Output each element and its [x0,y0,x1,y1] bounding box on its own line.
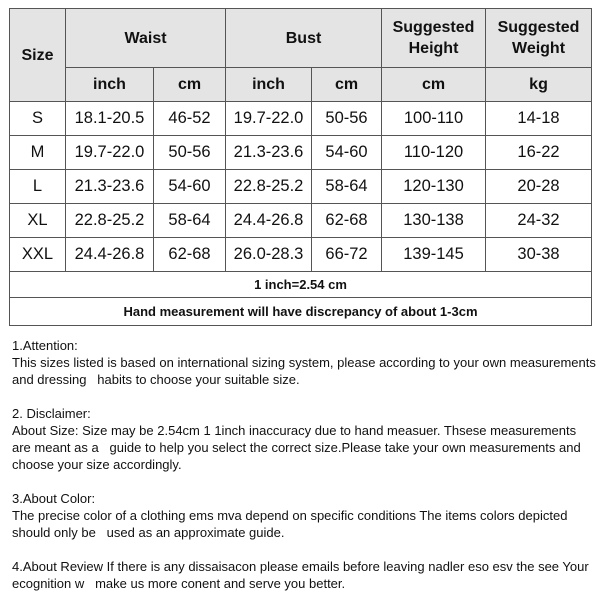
cell-height-cm: 120-130 [381,169,487,204]
cell-waist-cm: 50-56 [152,135,227,170]
cell-weight-kg: 16-22 [485,135,593,170]
cell-waist-inch: 21.3-23.6 [65,169,154,204]
notes-section: 1.Attention: This sizes listed is based o… [12,337,597,609]
table-row: S 18.1-20.5 46-52 19.7-22.0 50-56 100-110 14-1… [9,101,593,136]
cell-bust-cm: 58-64 [311,169,383,204]
cell-bust-cm: 54-60 [311,135,383,170]
header-height: Suggested Height [381,8,487,68]
cell-waist-cm: 46-52 [152,101,227,136]
cell-weight-kg: 24-32 [485,203,593,238]
cell-bust-inch: 22.8-25.2 [225,169,313,204]
cell-bust-cm: 50-56 [311,101,383,136]
cell-waist-cm: 54-60 [152,169,227,204]
note-title: 3.About Color: [12,491,96,506]
note-paragraph: 3.About Color: The precise color of a clo… [12,490,597,541]
table-row: M 19.7-22.0 50-56 21.3-23.6 54-60 110-120 16-2… [9,135,593,170]
unit-waist-cm: cm [152,67,227,102]
unit-row: inch cm inch cm cm kg [9,67,593,102]
note-body: This sizes listed is based on internatio… [12,355,600,387]
conversion-row: 1 inch=2.54 cm [8,271,593,298]
cell-size: XL [9,203,66,238]
cell-height-cm: 100-110 [381,101,487,136]
cell-size: M [9,135,66,170]
cell-weight-kg: 20-28 [485,169,593,204]
table-row: XL 22.8-25.2 58-64 24.4-26.8 62-68 130-138 24-… [9,203,593,238]
discrepancy-row: Hand measurement will have discrepancy o… [8,297,593,326]
header-waist: Waist [64,8,227,68]
cell-waist-cm: 58-64 [152,203,227,238]
cell-height-cm: 139-145 [381,237,487,272]
header-row: Size Waist Bust Suggested Height Suggest… [9,8,593,102]
table-row: XXL 24.4-26.8 62-68 26.0-28.3 66-72 139-145 30… [9,237,593,272]
unit-weight-kg: kg [485,67,593,102]
cell-bust-cm: 62-68 [311,203,383,238]
cell-waist-inch: 18.1-20.5 [65,101,154,136]
cell-weight-kg: 30-38 [485,237,593,272]
unit-waist-inch: inch [65,67,154,102]
header-bust: Bust [225,8,383,68]
header-weight: Suggested Weight [485,8,593,68]
note-body: About Size: Size may be 2.54cm 1 1inch i… [12,423,585,472]
cell-height-cm: 130-138 [381,203,487,238]
note-title: 2. Disclaimer: [12,406,91,421]
conversion-note: 1 inch=2.54 cm [8,271,593,298]
note-title: 1.Attention: [12,338,78,353]
cell-bust-inch: 26.0-28.3 [225,237,313,272]
cell-waist-inch: 19.7-22.0 [65,135,154,170]
cell-waist-inch: 24.4-26.8 [65,237,154,272]
cell-size: L [9,169,66,204]
cell-height-cm: 110-120 [381,135,487,170]
note-paragraph: 1.Attention: This sizes listed is based o… [12,337,597,388]
discrepancy-note: Hand measurement will have discrepancy o… [8,297,593,326]
cell-waist-cm: 62-68 [152,237,227,272]
cell-size: XXL [9,237,66,272]
size-chart-table: Size Waist Bust Suggested Height Suggest… [8,8,593,326]
cell-bust-cm: 66-72 [311,237,383,272]
note-body: 4.About Review If there is any dissaisac… [12,559,593,591]
unit-height-cm: cm [381,67,487,102]
cell-waist-inch: 22.8-25.2 [65,203,154,238]
table-row: L 21.3-23.6 54-60 22.8-25.2 58-64 120-130 20-2… [9,169,593,204]
cell-size: S [9,101,66,136]
header-size: Size [9,8,66,102]
note-paragraph: 4.About Review If there is any dissaisac… [12,558,597,592]
unit-bust-inch: inch [225,67,313,102]
cell-weight-kg: 14-18 [485,101,593,136]
note-paragraph: 2. Disclaimer: About Size: Size may be 2.… [12,405,597,473]
cell-bust-inch: 19.7-22.0 [225,101,313,136]
note-body: The precise color of a clothing ems mva … [12,508,572,540]
cell-bust-inch: 24.4-26.8 [225,203,313,238]
unit-bust-cm: cm [311,67,383,102]
cell-bust-inch: 21.3-23.6 [225,135,313,170]
